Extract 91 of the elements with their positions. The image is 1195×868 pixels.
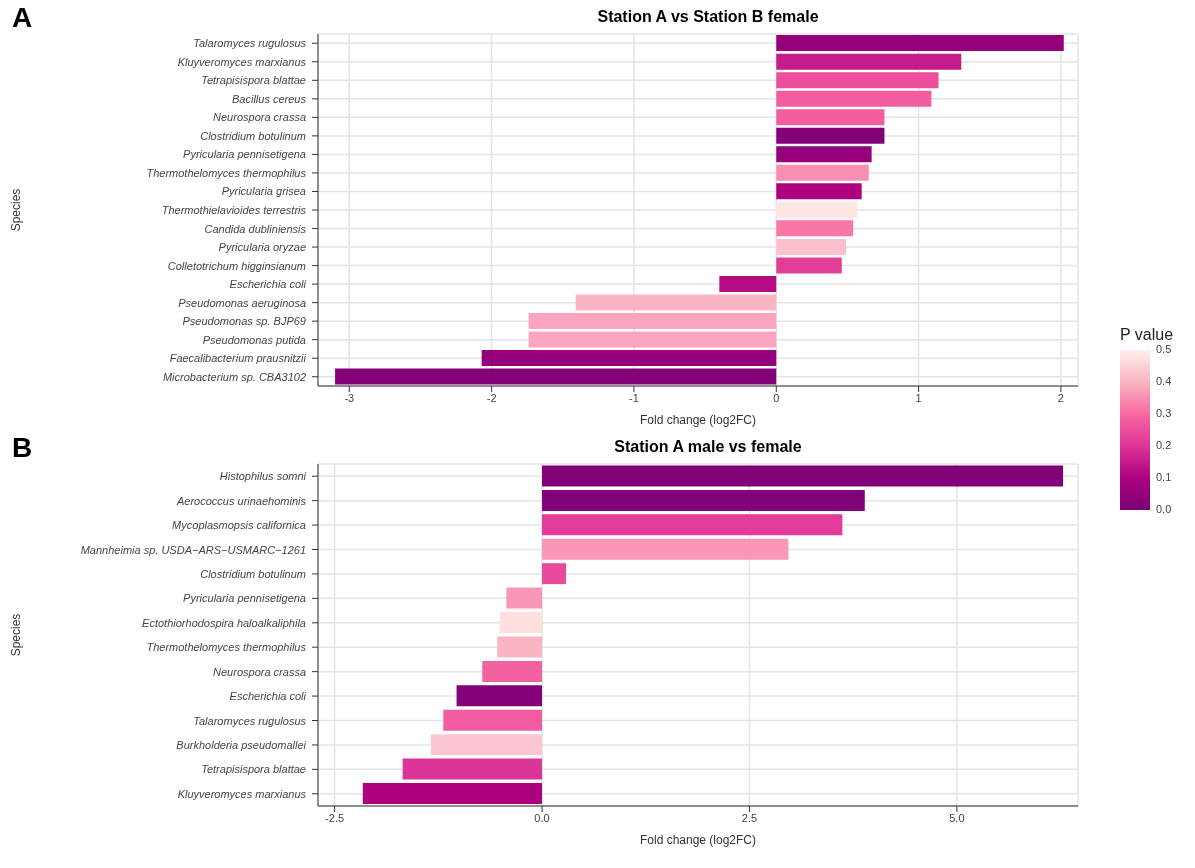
x-axis-title: Fold change (log2FC) (639, 413, 757, 427)
bar (575, 294, 777, 311)
x-tick-label: 1 (915, 391, 922, 404)
color-bar-label: 0.3 (1156, 407, 1172, 419)
y-tick-label: Pyricularia pennisetigena (183, 148, 306, 161)
y-tick-label: Aerococcus urinaehominis (175, 494, 307, 507)
bar (335, 368, 777, 385)
y-tick-label: Pseudomonas aeruginosa (178, 296, 306, 309)
color-bar-title: P value (1120, 326, 1174, 344)
y-axis-title: Species (9, 188, 24, 232)
bar (719, 275, 777, 292)
y-tick-label: Pyricularia pennisetigena (183, 592, 306, 605)
bar (497, 636, 543, 658)
y-tick-label: Clostridium botulinum (200, 567, 306, 580)
y-tick-label: Tetrapisispora blattae (201, 763, 306, 776)
y-tick-label: Bacillus cereus (232, 92, 307, 105)
bar (776, 201, 858, 218)
y-tick-label: Mycoplasmopsis californica (172, 519, 306, 532)
y-tick-label: Faecalibacterium prausnitzii (169, 352, 307, 365)
x-tick-label: 2 (1057, 391, 1064, 404)
y-tick-label: Kluyveromyces marxianus (177, 787, 307, 800)
bar (776, 220, 854, 237)
color-bar-label: 0.2 (1156, 439, 1172, 451)
color-bar-label: 0.4 (1156, 375, 1172, 387)
bar (776, 90, 932, 107)
y-tick-label: Colletotrichum higginsianum (167, 259, 306, 272)
color-bar-label: 0.1 (1156, 471, 1172, 483)
y-tick-label: Neurospora crassa (213, 665, 306, 678)
y-tick-label: Talaromyces rugulosus (193, 37, 307, 50)
y-tick-label: Talaromyces rugulosus (193, 714, 307, 727)
bar (776, 183, 862, 200)
bar (776, 164, 869, 181)
bar (542, 538, 789, 560)
y-tick-label: Neurospora crassa (213, 111, 306, 124)
x-axis-title: Fold change (log2FC) (639, 833, 757, 847)
text: A (12, 2, 33, 33)
bar (542, 489, 865, 511)
x-tick-label: -2 (486, 391, 497, 404)
text: B (12, 432, 33, 463)
bar (506, 587, 543, 609)
y-tick-label: Pyricularia grisea (221, 185, 306, 198)
y-tick-label: Ectothiorhodospira haloalkaliphila (142, 616, 306, 629)
bar (499, 612, 543, 634)
bar (443, 709, 543, 731)
bar (362, 783, 543, 805)
bar (776, 35, 1064, 52)
bar (542, 514, 843, 536)
x-tick-label: -2.5 (325, 811, 345, 824)
chart-title: Station A male vs female (614, 438, 802, 455)
y-tick-label: Microbacterium sp. CBA3102 (162, 370, 306, 383)
chart-title: Station A vs Station B female (597, 8, 819, 25)
y-tick-label: Histophilus somni (219, 470, 307, 483)
bar (528, 331, 777, 348)
bar (481, 350, 777, 367)
bar (430, 734, 543, 756)
bar (776, 146, 872, 163)
color-bar-label: 0.5 (1156, 343, 1172, 355)
bar (482, 660, 543, 682)
bar (528, 313, 777, 330)
x-tick-label: 0 (773, 391, 780, 404)
y-tick-label: Tetrapisispora blattae (201, 74, 306, 87)
y-axis-title: Species (9, 613, 24, 657)
bar (402, 758, 543, 780)
bar (542, 465, 1064, 487)
y-tick-label: Kluyveromyces marxianus (177, 55, 307, 68)
y-tick-label: Burkholderia pseudomallei (176, 738, 307, 751)
y-tick-label: Clostridium botulinum (200, 129, 306, 142)
bar (542, 563, 567, 585)
y-tick-label: Thermothelomyces thermophilus (146, 641, 307, 654)
bar (776, 238, 847, 255)
bar (776, 127, 885, 144)
y-tick-label: Thermothielavioides terrestris (161, 204, 307, 216)
x-tick-label: 5.0 (949, 811, 965, 824)
x-tick-label: -3 (344, 391, 355, 404)
color-bar-label: 0.0 (1156, 503, 1172, 515)
y-tick-label: Thermothelomyces thermophilus (146, 166, 307, 179)
y-tick-label: Mannheimia sp. USDA−ARS−USMARC−1261 (80, 543, 306, 556)
y-tick-label: Pseudomonas sp. BJP69 (182, 315, 306, 328)
x-tick-label: 2.5 (741, 811, 758, 824)
y-tick-label: Pyricularia oryzae (218, 241, 306, 254)
bar (776, 257, 842, 274)
x-tick-label: -1 (629, 391, 639, 404)
bar (776, 53, 962, 70)
bar (776, 109, 885, 126)
y-tick-label: Candida dubliniensis (204, 222, 307, 235)
y-tick-label: Escherichia coli (229, 690, 307, 703)
y-tick-label: Pseudomonas putida (202, 333, 306, 346)
y-tick-label: Escherichia coli (229, 278, 307, 291)
x-tick-label: 0.0 (534, 811, 550, 824)
bar (776, 72, 939, 89)
bar (456, 685, 543, 707)
